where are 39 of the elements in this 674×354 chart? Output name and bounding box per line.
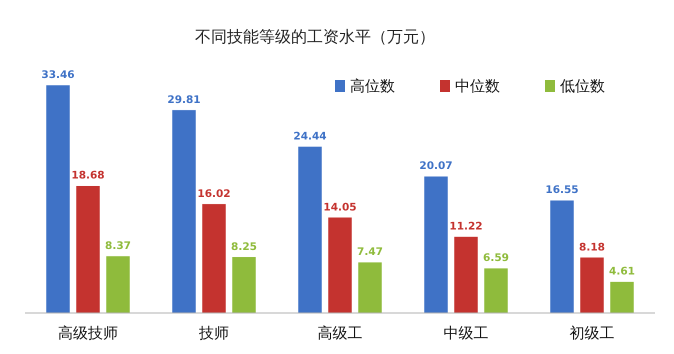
data-label: 29.81 bbox=[167, 94, 201, 106]
bar bbox=[172, 110, 196, 314]
x-tick-label: 高级技师 bbox=[58, 324, 118, 342]
bar bbox=[46, 84, 70, 314]
x-tick-label: 高级工 bbox=[318, 324, 362, 342]
bar bbox=[232, 256, 256, 314]
bar bbox=[76, 185, 100, 314]
bar bbox=[202, 204, 226, 314]
data-label: 18.68 bbox=[71, 170, 105, 182]
data-label: 8.25 bbox=[231, 240, 257, 253]
bar bbox=[580, 257, 604, 314]
bar bbox=[298, 146, 322, 314]
data-label: 14.05 bbox=[323, 201, 357, 214]
data-label: 24.44 bbox=[293, 130, 327, 142]
data-label: 16.55 bbox=[545, 184, 579, 196]
x-tick-label: 中级工 bbox=[444, 324, 488, 342]
bar bbox=[328, 217, 352, 314]
data-label: 33.46 bbox=[41, 69, 75, 81]
bar bbox=[454, 236, 478, 314]
bar bbox=[550, 200, 574, 314]
bar bbox=[610, 281, 634, 314]
bar bbox=[358, 262, 382, 314]
bar bbox=[484, 268, 508, 314]
data-label: 4.61 bbox=[609, 266, 635, 278]
legend-label: 低位数 bbox=[560, 77, 605, 95]
legend-label: 中位数 bbox=[455, 77, 500, 95]
data-label: 20.07 bbox=[419, 160, 453, 172]
bar bbox=[424, 176, 448, 314]
data-label: 16.02 bbox=[197, 188, 231, 200]
x-tick-label: 技师 bbox=[198, 324, 229, 342]
x-tick-label: 初级工 bbox=[570, 324, 614, 342]
legend-label: 高位数 bbox=[350, 77, 395, 95]
data-label: 6.59 bbox=[483, 252, 509, 264]
bar bbox=[106, 256, 130, 314]
data-label: 8.37 bbox=[105, 240, 131, 252]
data-label: 7.47 bbox=[357, 246, 383, 258]
data-label: 8.18 bbox=[579, 241, 605, 254]
data-label: 11.22 bbox=[449, 220, 483, 233]
chart-title: 不同技能等级的工资水平（万元） bbox=[195, 27, 435, 46]
